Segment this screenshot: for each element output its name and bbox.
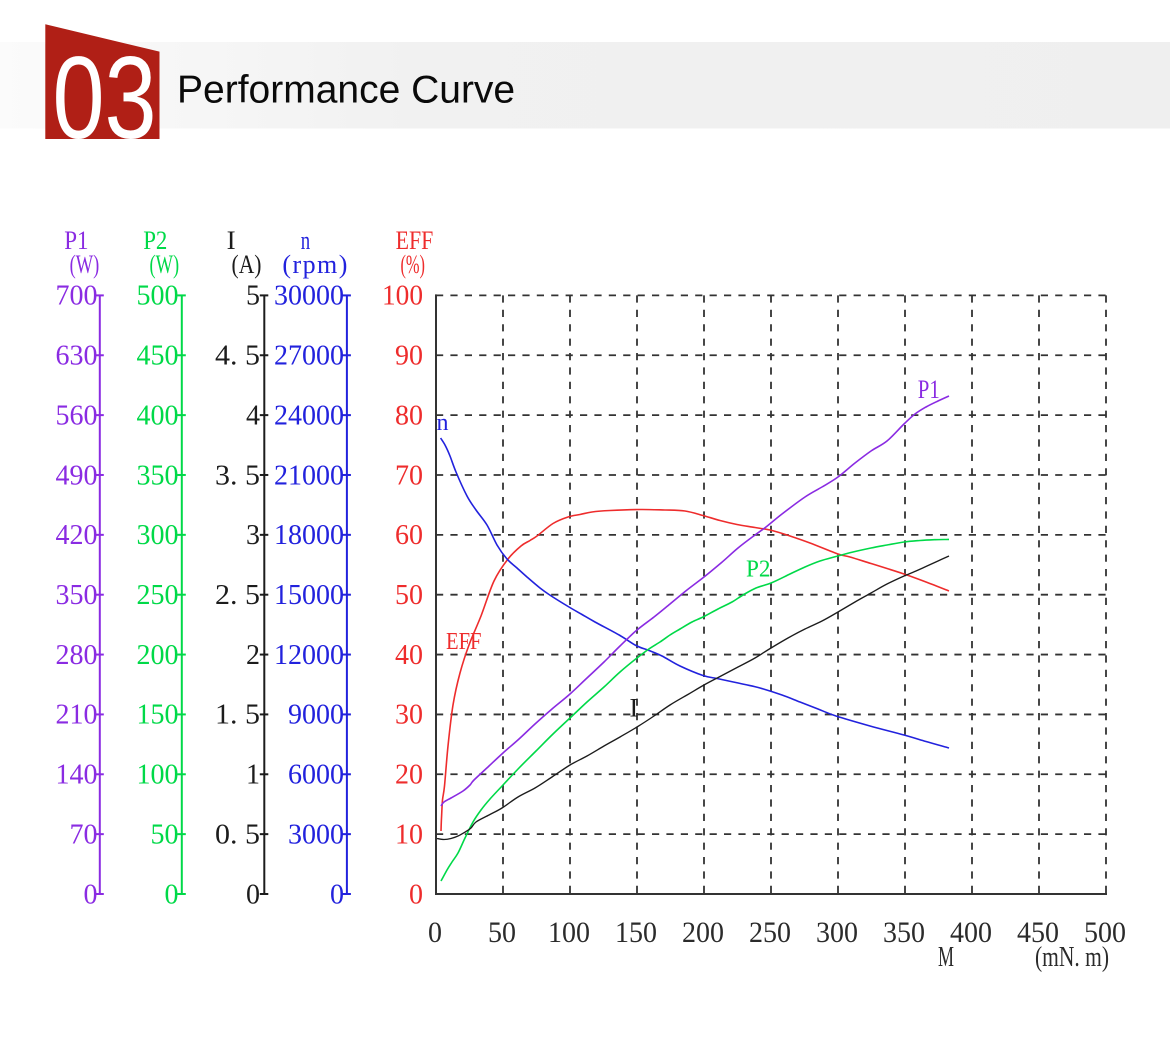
svg-text:80: 80 [395,400,423,431]
svg-text:0: 0 [246,879,260,910]
svg-text:0: 0 [330,879,344,910]
svg-text:(mN. m): (mN. m) [1035,942,1109,973]
svg-text:40: 40 [395,640,423,671]
svg-text:n: n [437,410,449,436]
svg-text:4. 5: 4. 5 [215,341,260,372]
svg-text:700: 700 [56,281,98,312]
svg-text:300: 300 [137,520,179,551]
svg-text:100: 100 [137,760,179,791]
svg-text:27000: 27000 [274,341,344,372]
svg-text:(A): (A) [232,250,262,279]
svg-text:140: 140 [56,760,98,791]
svg-text:P1: P1 [64,226,88,255]
svg-text:0: 0 [165,879,179,910]
svg-text:500: 500 [1084,916,1126,949]
svg-text:15000: 15000 [274,580,344,611]
svg-text:2. 5: 2. 5 [215,580,260,611]
svg-text:21000: 21000 [274,460,344,491]
svg-text:100: 100 [548,916,590,949]
svg-text:150: 150 [615,916,657,949]
svg-text:3: 3 [246,520,260,551]
svg-text:I: I [227,226,236,255]
svg-text:03: 03 [53,33,157,163]
svg-text:420: 420 [56,520,98,551]
svg-text:EFF: EFF [446,629,482,655]
svg-text:P2: P2 [143,226,167,255]
svg-text:I: I [630,694,639,723]
svg-text:24000: 24000 [274,400,344,431]
svg-text:560: 560 [56,400,98,431]
svg-text:400: 400 [137,400,179,431]
svg-text:50: 50 [395,580,423,611]
svg-text:0: 0 [428,916,442,949]
svg-text:20: 20 [395,760,423,791]
svg-text:3000: 3000 [288,819,344,850]
svg-text:350: 350 [883,916,925,949]
svg-text:400: 400 [950,916,992,949]
svg-text:1. 5: 1. 5 [215,700,260,731]
svg-text:630: 630 [56,341,98,372]
svg-text:EFF: EFF [396,226,434,255]
svg-text:350: 350 [137,460,179,491]
svg-text:250: 250 [749,916,791,949]
svg-text:30000: 30000 [274,281,344,312]
svg-text:n: n [301,226,310,255]
svg-text:300: 300 [816,916,858,949]
svg-text:70: 70 [395,460,423,491]
svg-text:50: 50 [151,819,179,850]
svg-text:100: 100 [382,281,423,312]
svg-text:(W): (W) [150,250,180,279]
svg-text:18000: 18000 [274,520,344,551]
svg-text:70: 70 [70,819,98,850]
svg-text:12000: 12000 [274,640,344,671]
svg-text:4: 4 [246,400,260,431]
svg-text:490: 490 [56,460,98,491]
svg-text:M: M [938,942,954,973]
svg-text:2: 2 [246,640,260,671]
svg-text:(W): (W) [70,250,100,279]
svg-text:3. 5: 3. 5 [215,460,260,491]
svg-text:P1: P1 [918,375,940,404]
svg-text:0: 0 [84,879,98,910]
svg-text:(rpm): (rpm) [282,250,347,279]
svg-text:0. 5: 0. 5 [215,819,260,850]
svg-text:30: 30 [395,700,423,731]
svg-text:10: 10 [395,819,423,850]
svg-text:5: 5 [246,281,260,312]
svg-text:0: 0 [409,879,423,910]
svg-text:450: 450 [1017,916,1059,949]
svg-text:9000: 9000 [288,700,344,731]
svg-text:200: 200 [682,916,724,949]
svg-text:Performance Curve: Performance Curve [177,69,515,112]
svg-text:50: 50 [488,916,516,949]
svg-text:6000: 6000 [288,760,344,791]
svg-text:P2: P2 [746,556,771,582]
svg-text:(%): (%) [400,250,425,279]
svg-text:210: 210 [56,700,98,731]
svg-text:350: 350 [56,580,98,611]
svg-text:280: 280 [56,640,98,671]
svg-text:60: 60 [395,520,423,551]
svg-text:150: 150 [137,700,179,731]
svg-text:250: 250 [137,580,179,611]
svg-text:1: 1 [246,760,260,791]
svg-text:200: 200 [137,640,179,671]
svg-text:90: 90 [395,341,423,372]
svg-text:500: 500 [137,281,179,312]
svg-text:450: 450 [137,341,179,372]
